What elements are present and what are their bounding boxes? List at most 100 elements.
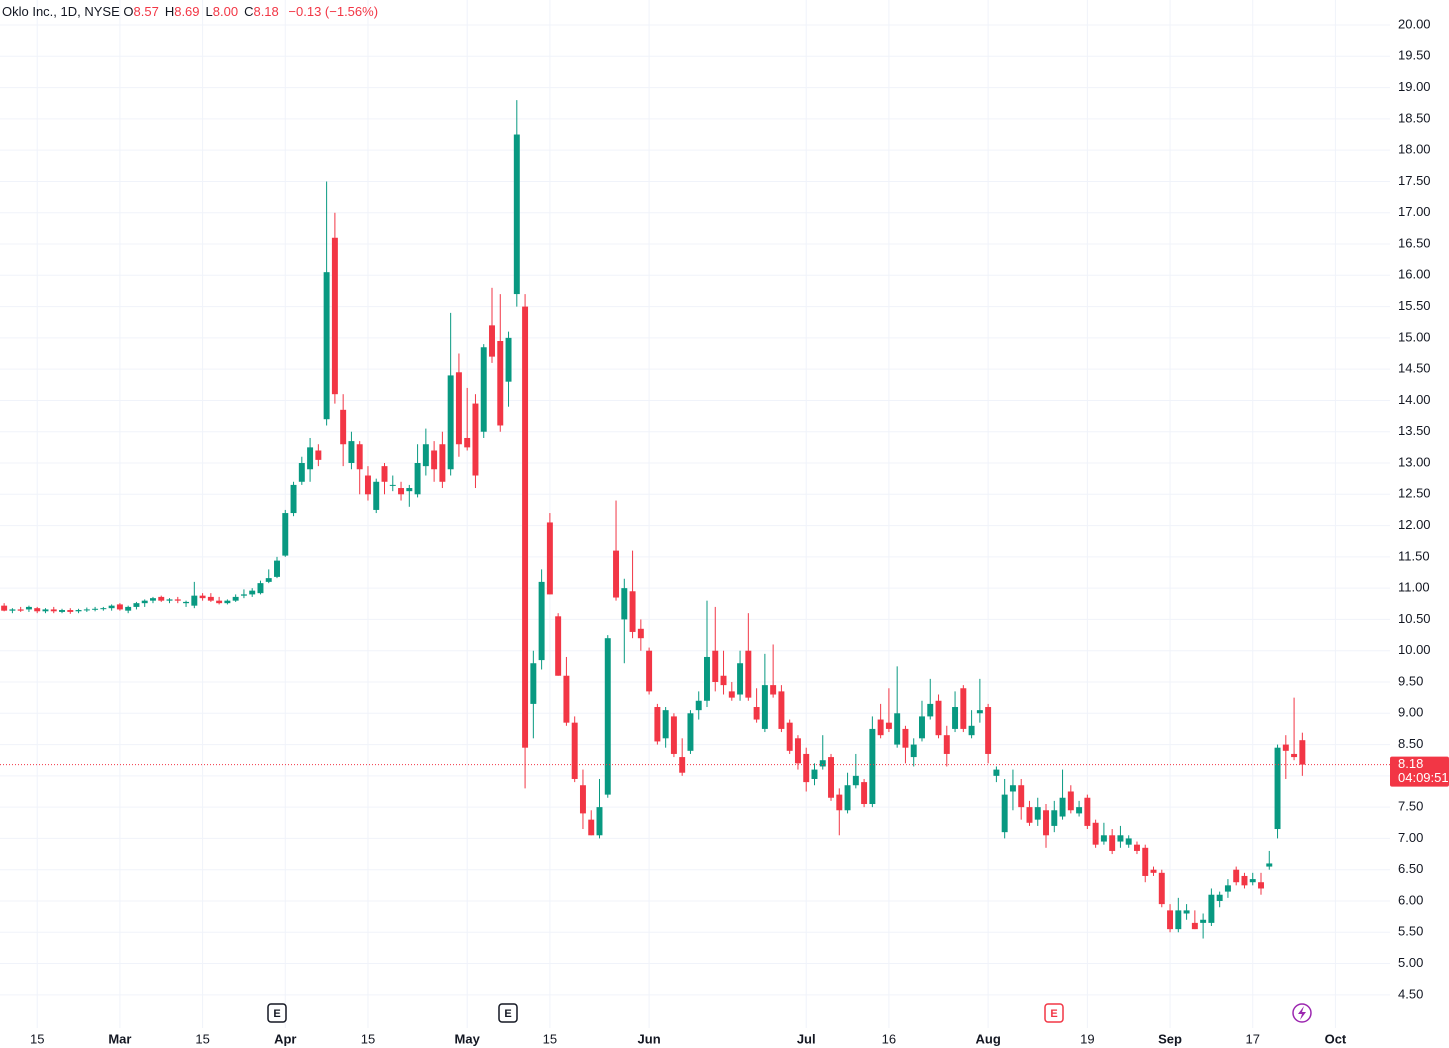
dividend-icon [1292, 1003, 1312, 1023]
candle-body [480, 347, 487, 432]
candle-body [687, 713, 694, 751]
x-tick-label: 17 [1246, 1031, 1260, 1046]
candle-body [704, 656, 710, 701]
x-tick-label: Oct [1325, 1031, 1347, 1046]
candle-body [968, 725, 975, 736]
candle-body [861, 782, 868, 805]
x-tick-label: 15 [30, 1031, 44, 1046]
candle-body [141, 600, 148, 604]
candle-body [265, 578, 272, 582]
candle-body [34, 608, 41, 612]
candle-body [422, 444, 429, 467]
candle-body [1158, 872, 1165, 905]
candle-body [364, 475, 371, 495]
candle-body [1009, 785, 1016, 792]
candle-body [530, 663, 537, 704]
candle-body [654, 707, 661, 742]
y-tick-label: 7.00 [1398, 830, 1423, 845]
candle-body [224, 600, 231, 604]
candle-body [232, 596, 239, 601]
candle-body [42, 609, 49, 612]
candle-body [447, 375, 454, 470]
candle-body [1043, 810, 1049, 836]
price-box [1390, 756, 1449, 787]
y-tick-label: 7.50 [1398, 799, 1423, 814]
candle-body [869, 728, 876, 805]
x-tick-label: 16 [882, 1031, 896, 1046]
y-tick-label: 14.00 [1398, 392, 1431, 407]
candle-body [298, 463, 305, 482]
candle-body [993, 769, 1000, 776]
y-tick-label: 19.00 [1398, 79, 1431, 94]
candle-body [1274, 747, 1281, 830]
candle-body [1175, 910, 1182, 930]
candle-body [1282, 744, 1289, 751]
candle-body [414, 463, 421, 495]
ohlc-value: 8.57 [133, 4, 159, 19]
earnings-label: E [504, 1008, 511, 1020]
candle-body [778, 691, 785, 729]
candle-body [108, 605, 115, 609]
candle-body [695, 700, 702, 711]
candle-body [75, 610, 82, 612]
candle-body [497, 340, 504, 426]
candle-body [25, 606, 32, 610]
candle-body [315, 450, 322, 460]
y-tick-label: 18.00 [1398, 142, 1431, 157]
candle-body [952, 707, 959, 729]
candle-body [1051, 810, 1058, 826]
candle-body [406, 488, 413, 492]
candle-body [249, 590, 256, 595]
y-tick-label: 17.50 [1398, 173, 1431, 188]
candle-body [1224, 885, 1231, 892]
candle-body [439, 444, 446, 482]
y-tick-label: 11.00 [1398, 580, 1430, 595]
y-tick-label: 12.50 [1398, 486, 1431, 501]
candle-body [1125, 838, 1132, 845]
candle-body [902, 728, 909, 748]
labels: 4.505.005.506.006.507.007.508.008.509.00… [30, 16, 1449, 1046]
x-tick-label: 15 [361, 1031, 375, 1046]
candle-body [960, 688, 967, 729]
candle-body [1034, 807, 1041, 820]
lightning [1298, 1006, 1306, 1020]
candle-body [472, 403, 479, 476]
candle-body [331, 237, 338, 395]
candle-body [637, 628, 644, 639]
candle-body [555, 616, 562, 676]
countdown: 04:09:51 [1398, 770, 1449, 785]
ohlc-label: H [164, 4, 175, 19]
y-tick-label: 9.50 [1398, 673, 1423, 688]
candle-body [207, 596, 214, 601]
candle-body [927, 703, 934, 717]
y-tick-label: 9.00 [1398, 705, 1423, 720]
y-tick-label: 15.00 [1398, 329, 1431, 344]
ohlc-value: 8.00 [212, 4, 239, 19]
candles [0, 100, 1390, 939]
candle-body [216, 600, 223, 604]
candle-body [464, 437, 471, 448]
legend: Oklo Inc., 1D, NYSE O8.57 H8.69 L8.00 C8.18… [2, 4, 384, 19]
candle-body [455, 372, 462, 445]
x-tick-label: 15 [543, 1031, 557, 1046]
candle-body [1076, 807, 1083, 814]
candle-body [1117, 835, 1124, 842]
earnings-label: E [1050, 1008, 1057, 1020]
candle-body [885, 722, 892, 729]
x-tick-label: Aug [975, 1031, 1000, 1046]
candle-body [59, 610, 65, 612]
candle-body [240, 594, 247, 596]
candle-body [538, 581, 545, 661]
candle-body [389, 484, 396, 486]
candle-body [985, 707, 992, 754]
x-tick-label: 15 [195, 1031, 209, 1046]
candle-body [621, 588, 628, 620]
candle-body [828, 757, 834, 798]
x-tick-label: May [455, 1031, 481, 1046]
y-tick-label: 17.00 [1398, 204, 1431, 219]
candle-body [158, 596, 165, 601]
candle-body [613, 550, 620, 598]
candle-body [373, 481, 380, 510]
